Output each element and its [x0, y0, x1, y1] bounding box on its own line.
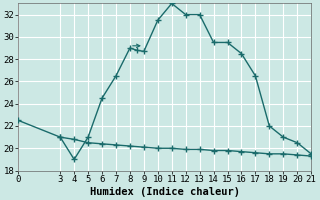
X-axis label: Humidex (Indice chaleur): Humidex (Indice chaleur)	[90, 186, 240, 197]
